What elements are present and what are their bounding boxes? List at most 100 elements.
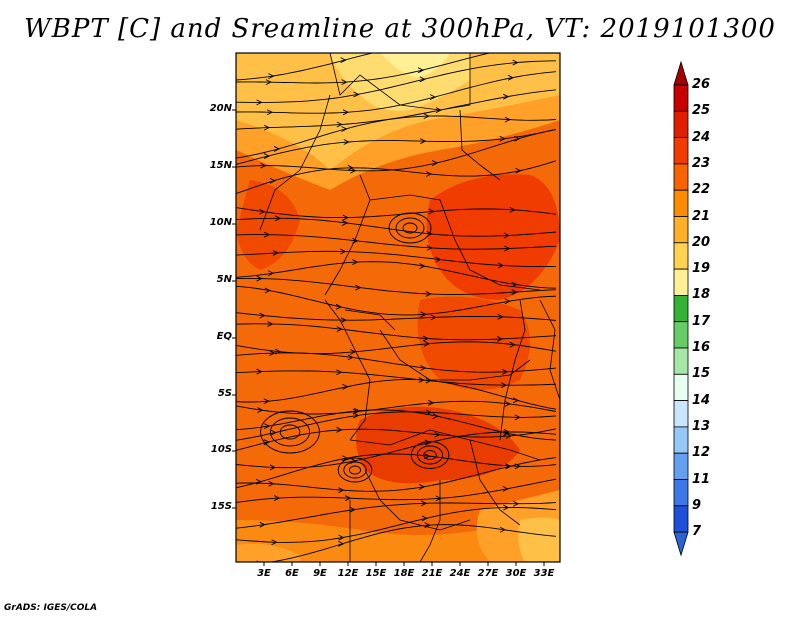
- streamline-arrow: [335, 303, 343, 310]
- lon-label: 12E: [337, 568, 359, 579]
- streamline-arrow: [496, 336, 504, 342]
- streamline-arrow: [434, 431, 441, 438]
- streamline-arrow: [349, 506, 356, 513]
- colorbar-segment: [673, 400, 689, 428]
- streamline-arrow: [512, 500, 520, 507]
- streamline: [236, 457, 557, 492]
- lat-label: 15N: [209, 160, 232, 171]
- streamline: [267, 524, 557, 562]
- streamline-arrow: [503, 504, 510, 511]
- vortex-ring: [410, 441, 450, 469]
- lon-label: 18E: [393, 568, 415, 579]
- streamline-arrow: [420, 311, 427, 318]
- colorbar-label: 13: [692, 418, 711, 434]
- streamline-arrow: [263, 231, 271, 238]
- streamline-arrow: [420, 138, 427, 145]
- streamline-arrow: [510, 45, 515, 50]
- streamline-arrow: [421, 515, 428, 522]
- streamline: [236, 352, 557, 373]
- lon-label: 24E: [449, 568, 471, 579]
- streamline-arrow: [514, 135, 521, 142]
- streamline: [236, 234, 557, 250]
- streamline-arrow: [418, 41, 423, 46]
- lon-label: 33E: [533, 568, 555, 579]
- streamline-arrow: [270, 429, 277, 436]
- colorbar-segment: [673, 321, 689, 349]
- streamline-arrow: [504, 116, 511, 123]
- streamline-arrow: [502, 485, 509, 492]
- streamline-arrow: [259, 208, 266, 215]
- colorbar-segment: [673, 216, 689, 244]
- streamline-arrow: [263, 398, 270, 405]
- streamline-arrow: [509, 341, 516, 348]
- colorbar-segment: [673, 189, 689, 217]
- streamline-arrow: [340, 248, 347, 255]
- streamline-arrow: [336, 121, 343, 128]
- streamline-arrow: [432, 413, 439, 419]
- colorbar-label: 23: [692, 155, 711, 171]
- streamline-arrow: [430, 314, 437, 321]
- streamline: [236, 507, 557, 543]
- streamline-arrow: [341, 220, 349, 226]
- streamline-arrow: [420, 500, 428, 507]
- streamline-arrow: [353, 91, 360, 98]
- streamlines: [236, 17, 557, 562]
- colorbar-label: 15: [692, 366, 711, 382]
- streamline-arrow: [503, 232, 510, 239]
- lat-ticks: [232, 109, 236, 509]
- colorbar-segment: [673, 373, 689, 401]
- colorbar-segment: [673, 347, 689, 375]
- streamline-arrow: [504, 298, 511, 305]
- streamline-arrow: [336, 369, 343, 376]
- streamline-arrow: [420, 365, 427, 371]
- streamline: [236, 128, 557, 172]
- streamline: [236, 277, 557, 295]
- streamline-arrow: [341, 126, 348, 132]
- streamline-arrow: [343, 139, 350, 145]
- streamline-arrow: [424, 453, 431, 459]
- streamline-arrow: [429, 94, 437, 101]
- streamline-arrow: [499, 135, 506, 142]
- lat-label: 5N: [216, 274, 232, 285]
- chart-title: WBPT [C] and Sreamline at 300hPa, VT: 20…: [24, 14, 776, 44]
- colorbar-segment: [673, 505, 689, 533]
- streamline-arrow: [347, 164, 354, 171]
- wbpt-field: [236, 53, 560, 562]
- streamline-arrow: [353, 412, 360, 419]
- streamline-arrow: [269, 177, 276, 184]
- lon-label: 9E: [313, 568, 327, 579]
- streamline: [236, 17, 556, 50]
- streamline: [236, 115, 557, 159]
- streamline: [236, 502, 557, 529]
- streamline-arrow: [256, 275, 263, 282]
- streamline-arrow: [419, 263, 426, 269]
- streamline-arrow: [422, 335, 430, 342]
- streamline: [236, 160, 557, 195]
- streamline-arrow: [342, 455, 349, 462]
- lat-label: 10S: [210, 444, 232, 455]
- vortex-ring: [423, 450, 437, 460]
- streamline-arrow: [263, 124, 271, 131]
- streamline-arrow: [512, 59, 519, 66]
- colorbar-segment: [673, 110, 689, 139]
- streamline-arrow: [350, 167, 357, 174]
- streamline-arrow: [505, 463, 512, 470]
- streamline: [236, 60, 557, 103]
- streamline-arrow: [260, 162, 267, 169]
- streamline-arrow: [342, 383, 349, 390]
- colorbar-segment: [673, 479, 689, 507]
- colorbar-segment: [673, 163, 689, 191]
- lat-label: 20N: [209, 103, 232, 114]
- streamline-arrow: [503, 93, 510, 100]
- colorbar-label: 9: [692, 497, 702, 513]
- colorbar-segment: [673, 452, 689, 480]
- streamline-arrow: [515, 167, 522, 174]
- streamline-arrow: [269, 350, 276, 356]
- streamline-arrow: [256, 99, 263, 106]
- streamline-arrow: [340, 317, 347, 324]
- colorbar-label: 14: [692, 392, 711, 408]
- colorbar-label: 22: [692, 182, 711, 198]
- streamline-arrow: [355, 284, 362, 291]
- streamline-arrow: [507, 74, 515, 81]
- streamline-arrow: [266, 109, 274, 116]
